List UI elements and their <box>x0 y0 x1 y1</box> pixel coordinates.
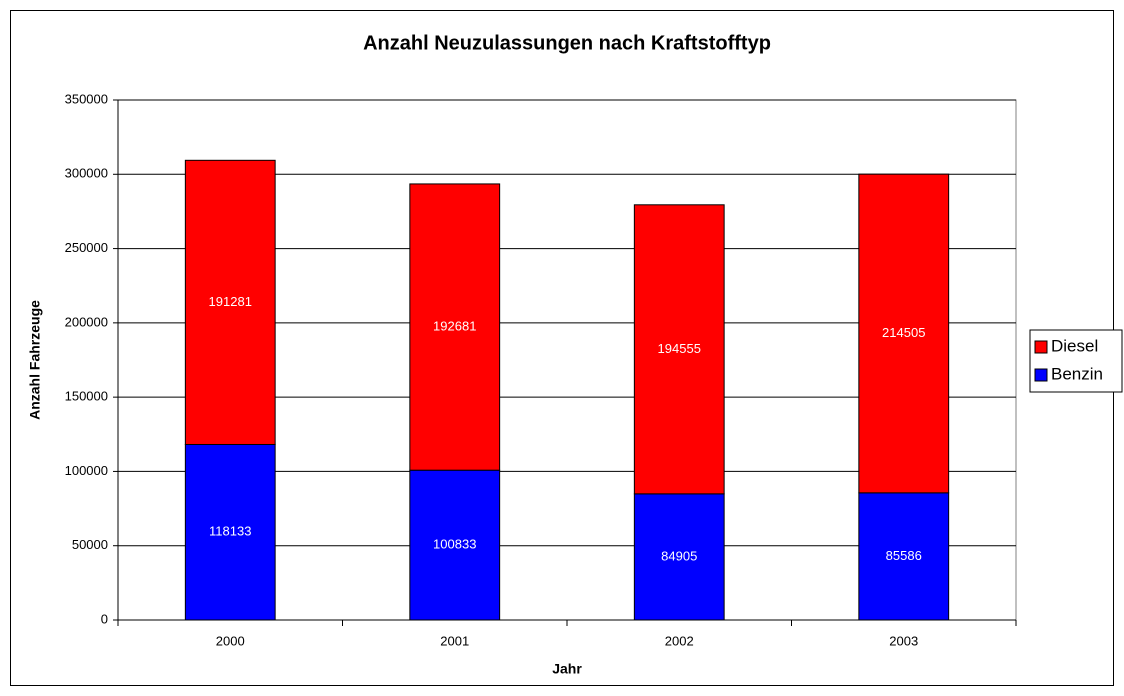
y-tick-label: 150000 <box>65 389 108 404</box>
y-tick-label: 200000 <box>65 314 108 329</box>
chart-title: Anzahl Neuzulassungen nach Kraftstofftyp <box>363 32 771 54</box>
data-label: 84905 <box>661 548 697 563</box>
bar-segment <box>633 204 725 495</box>
data-label: 85586 <box>886 548 922 563</box>
data-label: 118133 <box>209 524 251 539</box>
x-tick-label: 2003 <box>889 633 918 648</box>
x-tick-label: 2001 <box>440 633 469 648</box>
y-tick-label: 250000 <box>65 240 108 255</box>
y-tick-label: 50000 <box>72 537 108 552</box>
data-label: 100833 <box>433 537 476 552</box>
y-tick-label: 0 <box>101 611 108 626</box>
y-tick-label: 300000 <box>65 166 108 181</box>
legend-label: Diesel <box>1051 336 1098 355</box>
bar-segment <box>858 492 950 621</box>
y-axis-label: Anzahl Fahrzeuge <box>27 300 43 420</box>
legend-box <box>1029 329 1123 393</box>
bar-segment <box>633 493 725 621</box>
data-label: 192681 <box>433 318 476 333</box>
data-label: 194555 <box>658 341 701 356</box>
legend-swatch <box>1034 340 1048 354</box>
x-axis-label: Jahr <box>552 661 582 677</box>
legend-swatch <box>1034 368 1048 382</box>
bar-segment <box>858 173 950 494</box>
y-tick-label: 350000 <box>65 91 108 106</box>
data-label: 191281 <box>209 294 252 309</box>
bar-segment <box>409 183 501 471</box>
bar-segment <box>184 443 276 621</box>
legend-label: Benzin <box>1051 364 1103 383</box>
bar-segment <box>409 469 501 621</box>
bar-segment <box>184 159 276 445</box>
data-label: 214505 <box>882 325 925 340</box>
x-tick-label: 2002 <box>665 633 694 648</box>
y-tick-label: 100000 <box>65 463 108 478</box>
x-tick-label: 2000 <box>216 633 245 648</box>
